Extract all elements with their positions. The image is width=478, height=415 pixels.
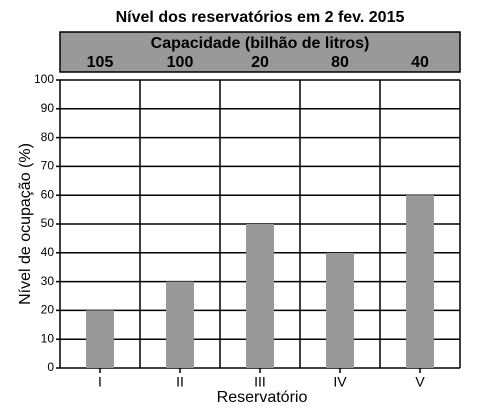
y-tick-label: 70 [41, 159, 55, 173]
capacity-value: 105 [87, 54, 114, 71]
chart-title: Nível dos reservatórios em 2 fev. 2015 [116, 9, 405, 26]
y-tick-label: 30 [41, 274, 55, 288]
y-tick-label: 90 [41, 101, 55, 115]
capacity-value: 80 [331, 54, 349, 71]
y-tick-label: 100 [34, 72, 54, 86]
bar [86, 310, 114, 368]
y-tick-label: 80 [41, 130, 55, 144]
x-tick-label: V [415, 374, 425, 390]
x-tick-label: III [254, 374, 266, 390]
x-axis-label: Reservatório [217, 389, 308, 406]
y-tick-label: 20 [41, 303, 55, 317]
bar [326, 252, 354, 368]
capacity-value: 100 [167, 54, 194, 71]
y-tick-label: 0 [47, 360, 54, 374]
y-tick-label: 60 [41, 187, 55, 201]
bar [246, 224, 274, 368]
capacity-value: 40 [411, 54, 429, 71]
y-tick-label: 50 [41, 216, 55, 230]
x-tick-label: IV [333, 374, 347, 390]
bar [166, 281, 194, 368]
y-tick-label: 10 [41, 331, 55, 345]
x-tick-label: II [176, 374, 184, 390]
capacity-value: 20 [251, 54, 269, 71]
capacity-header [59, 31, 461, 73]
y-tick-label: 40 [41, 245, 55, 259]
bar [406, 195, 434, 368]
capacity-label: Capacidade (bilhão de litros) [151, 35, 370, 52]
x-tick-label: I [98, 374, 102, 390]
y-axis-label: Nível de ocupação (%) [17, 143, 34, 305]
